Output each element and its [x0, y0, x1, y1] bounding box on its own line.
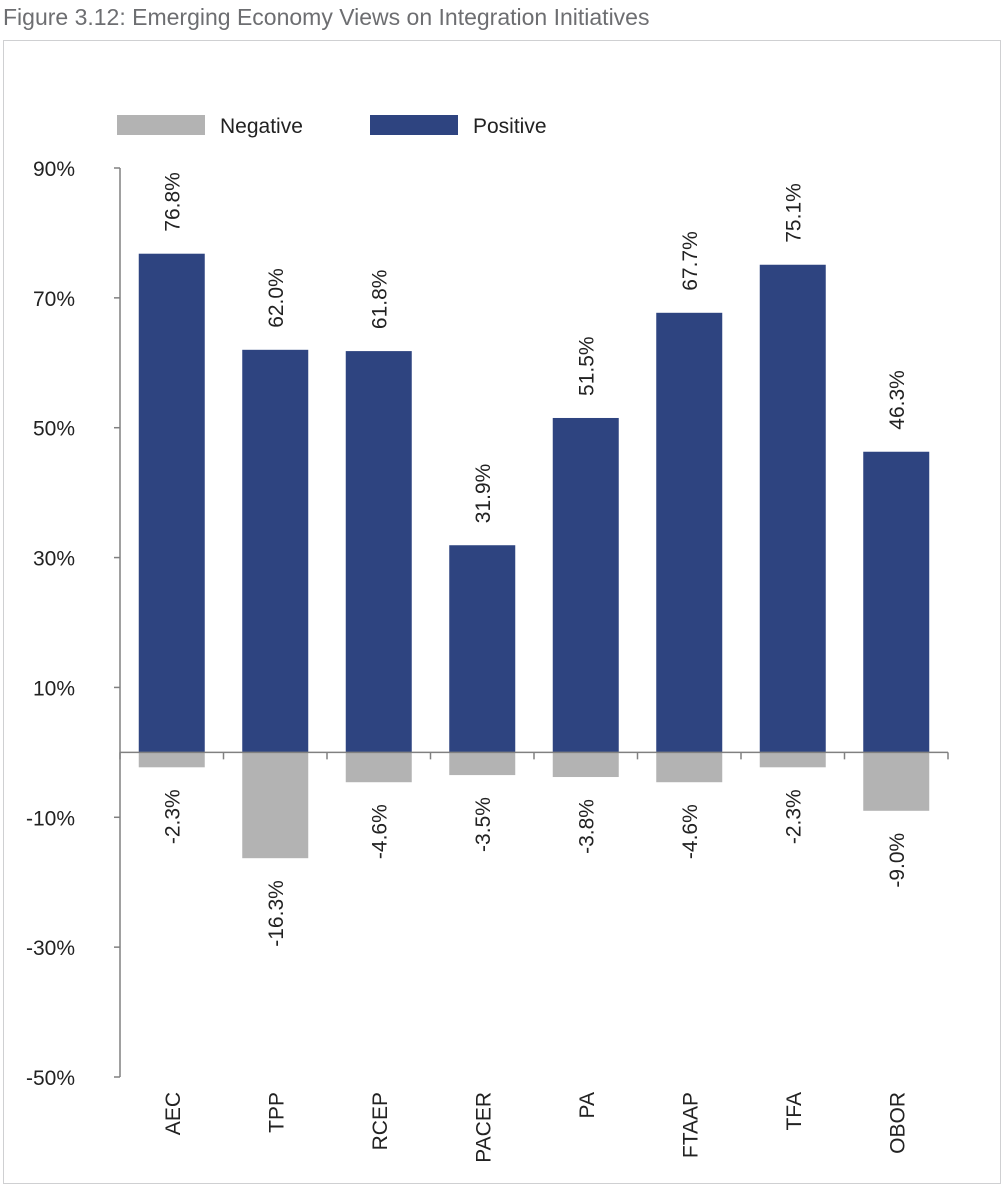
data-label-positive: 75.1%: [783, 183, 806, 243]
data-label-positive: 67.7%: [679, 231, 702, 291]
data-label-positive: 51.5%: [576, 336, 599, 396]
data-label-negative: -4.6%: [369, 804, 392, 859]
y-tick-label: 30%: [33, 548, 75, 571]
data-label-positive: 31.9%: [472, 464, 495, 524]
bar-positive-obor[interactable]: [863, 451, 930, 753]
data-label-negative: -2.3%: [783, 789, 806, 844]
bar-positive-aec[interactable]: [138, 253, 205, 753]
y-tick-label: 10%: [33, 677, 75, 700]
bar-negative-tfa[interactable]: [759, 752, 826, 768]
bar-positive-tfa[interactable]: [759, 264, 826, 753]
x-category-label: PA: [576, 1092, 599, 1118]
chart-frame: [3, 40, 1001, 1184]
x-category-label: AEC: [162, 1092, 185, 1135]
x-category-label: RCEP: [369, 1092, 392, 1150]
y-tick-label: -50%: [26, 1067, 75, 1090]
bar-positive-pacer[interactable]: [449, 545, 516, 753]
bar-negative-rcep[interactable]: [345, 752, 412, 783]
legend-swatch-negative[interactable]: [117, 115, 205, 135]
x-category-label: FTAAP: [679, 1092, 702, 1158]
figure-title: Figure 3.12: Emerging Economy Views on I…: [3, 4, 650, 30]
x-category-label: TFA: [783, 1092, 806, 1131]
data-label-negative: -4.6%: [679, 804, 702, 859]
data-label-negative: -16.3%: [265, 880, 288, 947]
data-label-negative: -2.3%: [162, 789, 185, 844]
data-label-positive: 61.8%: [369, 270, 392, 330]
y-tick-label: 90%: [33, 158, 75, 181]
legend-swatch-positive[interactable]: [370, 115, 458, 135]
bar-negative-obor[interactable]: [863, 752, 930, 811]
x-category-label: TPP: [265, 1092, 288, 1133]
data-label-negative: -3.8%: [576, 799, 599, 854]
bar-positive-pa[interactable]: [552, 417, 619, 753]
data-label-positive: 46.3%: [886, 370, 909, 430]
bar-negative-ftaap[interactable]: [656, 752, 723, 783]
data-label-positive: 76.8%: [162, 172, 185, 232]
y-tick-label: 50%: [33, 418, 75, 441]
data-label-negative: -3.5%: [472, 797, 495, 852]
legend-label-negative: Negative: [220, 115, 303, 138]
data-label-positive: 62.0%: [265, 268, 288, 328]
data-label-negative: -9.0%: [886, 833, 909, 888]
bar-positive-ftaap[interactable]: [656, 312, 723, 753]
bar-negative-pa[interactable]: [552, 752, 619, 778]
y-tick-label: -30%: [26, 937, 75, 960]
bar-negative-tpp[interactable]: [242, 752, 309, 859]
y-tick-label: 70%: [33, 288, 75, 311]
y-tick-label: -10%: [26, 807, 75, 830]
bar-positive-rcep[interactable]: [345, 351, 412, 753]
bar-negative-aec[interactable]: [138, 752, 205, 768]
bar-positive-tpp[interactable]: [242, 349, 309, 753]
x-category-label: OBOR: [886, 1092, 909, 1154]
bar-negative-pacer[interactable]: [449, 752, 516, 776]
legend-label-positive: Positive: [473, 115, 547, 138]
x-category-label: PACER: [472, 1092, 495, 1163]
